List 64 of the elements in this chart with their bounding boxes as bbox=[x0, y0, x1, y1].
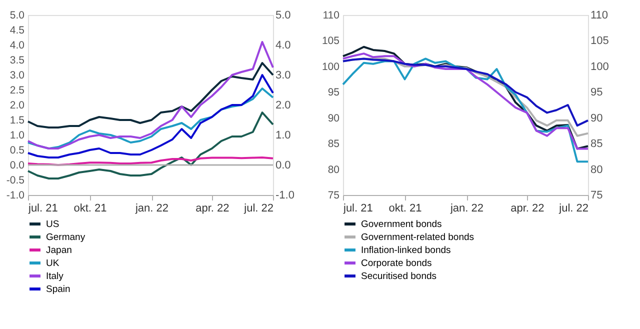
line-series bbox=[27, 62, 274, 128]
y-tick-label: -0.5 bbox=[6, 174, 25, 186]
y2-tick-label: 0.0 bbox=[276, 160, 291, 172]
y2-tick-label: 85 bbox=[590, 138, 603, 150]
legend-label: Germany bbox=[46, 232, 86, 243]
y2-tick-label: 2.0 bbox=[276, 100, 291, 112]
y-tick-label: 1.5 bbox=[10, 114, 25, 126]
legend-label: US bbox=[46, 219, 60, 230]
x-tick-label: jan. 22 bbox=[134, 202, 169, 214]
y2-tick-label: 110 bbox=[590, 10, 608, 22]
line-series bbox=[27, 112, 274, 180]
y-tick-label: -1.0 bbox=[6, 190, 25, 202]
y-tick-label: 0.5 bbox=[10, 144, 25, 156]
y2-tick-label: 4.0 bbox=[276, 40, 291, 52]
y2-tick-label: 95 bbox=[590, 86, 603, 99]
x-tick-label: jul. 22 bbox=[243, 202, 274, 214]
legend-label: Government bonds bbox=[361, 219, 442, 230]
legend-label: Inflation-linked bonds bbox=[361, 245, 452, 256]
y-tick-label: 75 bbox=[328, 190, 340, 202]
legend-label: Italy bbox=[46, 271, 64, 282]
line-series bbox=[342, 58, 589, 163]
y-tick-label: 3.5 bbox=[10, 54, 25, 66]
y2-tick-label: 100 bbox=[590, 60, 609, 73]
legend-label: Spain bbox=[46, 284, 70, 295]
x-tick-label: jan. 22 bbox=[449, 202, 484, 214]
x-tick-label: apr. 22 bbox=[196, 202, 230, 214]
y2-tick-label: 1.0 bbox=[276, 130, 291, 142]
y2-tick-label: 5.0 bbox=[276, 10, 291, 22]
line-series bbox=[27, 156, 274, 166]
y2-tick-label: 105 bbox=[590, 35, 609, 48]
x-tick-label: apr. 22 bbox=[510, 202, 544, 214]
y-tick-label: 2.0 bbox=[10, 100, 25, 112]
legend-label: Corporate bonds bbox=[361, 258, 432, 269]
x-tick-label: jul. 21 bbox=[342, 202, 373, 214]
y2-tick-label: 80 bbox=[590, 164, 603, 176]
y-tick-label: 4.5 bbox=[10, 24, 25, 36]
x-tick-label: jul. 22 bbox=[558, 202, 588, 214]
legend-label: Securitised bonds bbox=[361, 271, 437, 282]
y-tick-label: 90 bbox=[328, 112, 340, 124]
y2-tick-label: 3.0 bbox=[276, 70, 291, 82]
line-series bbox=[27, 88, 274, 150]
y-tick-label: 105 bbox=[322, 35, 340, 48]
y-tick-label: 2.5 bbox=[10, 84, 25, 96]
x-tick-label: okt. 21 bbox=[388, 202, 422, 214]
y-tick-label: 0.0 bbox=[10, 160, 25, 172]
legend-label: Government-related bonds bbox=[361, 232, 474, 243]
y-tick-label: 100 bbox=[322, 60, 340, 73]
y2-tick-label: -1.0 bbox=[276, 190, 294, 202]
y-tick-label: 110 bbox=[322, 10, 340, 22]
y2-tick-label: 90 bbox=[590, 112, 603, 124]
y-tick-label: 3.0 bbox=[10, 70, 25, 82]
line-series bbox=[27, 41, 274, 150]
y2-tick-label: 75 bbox=[590, 190, 603, 202]
y-tick-label: 4.0 bbox=[10, 40, 25, 52]
y-tick-label: 1.0 bbox=[10, 130, 25, 142]
y-tick-label: 5.0 bbox=[10, 10, 25, 22]
x-tick-label: jul. 21 bbox=[28, 202, 58, 214]
x-tick-label: okt. 21 bbox=[74, 202, 107, 214]
legend-label: Japan bbox=[46, 245, 72, 256]
y-tick-label: 95 bbox=[328, 86, 340, 99]
y-tick-label: 80 bbox=[328, 164, 340, 176]
y-tick-label: 85 bbox=[328, 138, 340, 150]
line-series bbox=[27, 74, 274, 158]
legend-label: UK bbox=[46, 258, 60, 269]
